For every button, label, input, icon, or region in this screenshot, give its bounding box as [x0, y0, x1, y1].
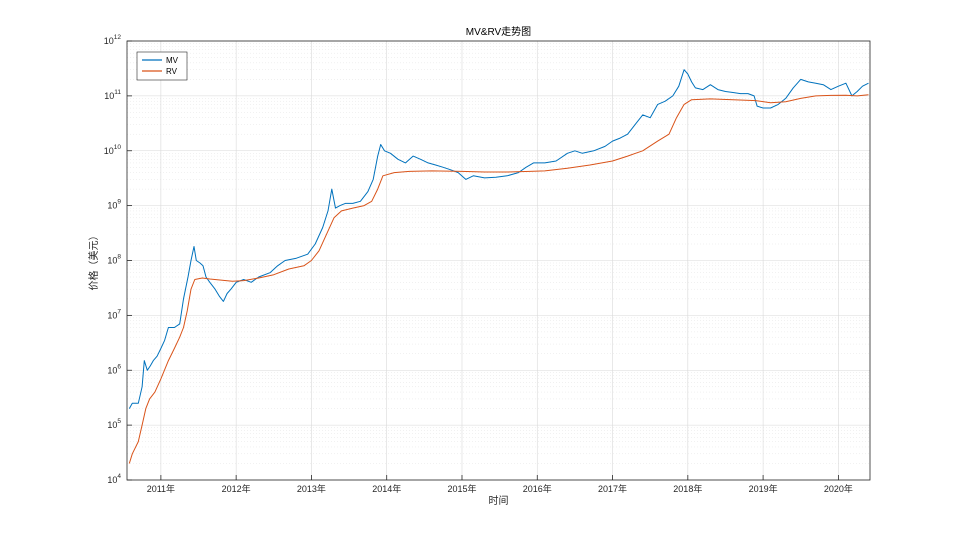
y-tick-label: 1011	[104, 89, 121, 101]
series-line-rv	[128, 94, 869, 464]
x-tick-label: 2019年	[749, 483, 778, 494]
x-tick-label: 2020年	[824, 483, 853, 494]
series-line-mv	[128, 69, 869, 409]
y-tick-label: 106	[107, 363, 121, 375]
x-axis: 2011年 2012年 2013年 2014年 2015年 2016年 2017年 2018年…	[147, 475, 853, 494]
y-axis-label: 价格（美元）	[87, 231, 100, 291]
x-tick-label: 2015年	[447, 483, 476, 494]
y-tick-label: 104	[107, 473, 121, 485]
y-tick-label: 108	[107, 254, 121, 266]
x-tick-label: 2014年	[372, 483, 401, 494]
x-axis-label: 时间	[489, 494, 509, 507]
y-tick-label: 1012	[104, 34, 122, 46]
legend-box	[136, 51, 188, 81]
y-tick-label: 1010	[104, 144, 122, 156]
y-tick-label: 107	[107, 308, 121, 320]
x-tick-label: 2018年	[673, 483, 702, 494]
y-axis: 104 105 106 107 108 109 1010 1011 1012	[104, 34, 132, 485]
x-tick-label: 2016年	[523, 483, 552, 494]
chart-title: MV&RV走势图	[466, 25, 531, 38]
x-tick-label: 2011年	[147, 483, 175, 494]
y-tick-label: 105	[107, 418, 121, 430]
legend-label-rv: RV	[166, 67, 178, 76]
x-tick-label: 2012年	[222, 483, 251, 494]
x-tick-label: 2013年	[297, 483, 326, 494]
y-tick-label: 109	[107, 199, 121, 211]
series-layer	[128, 69, 869, 464]
legend-label-mv: MV	[166, 56, 179, 65]
x-tick-label: 2017年	[598, 483, 627, 494]
legend: MV RV	[136, 51, 188, 81]
